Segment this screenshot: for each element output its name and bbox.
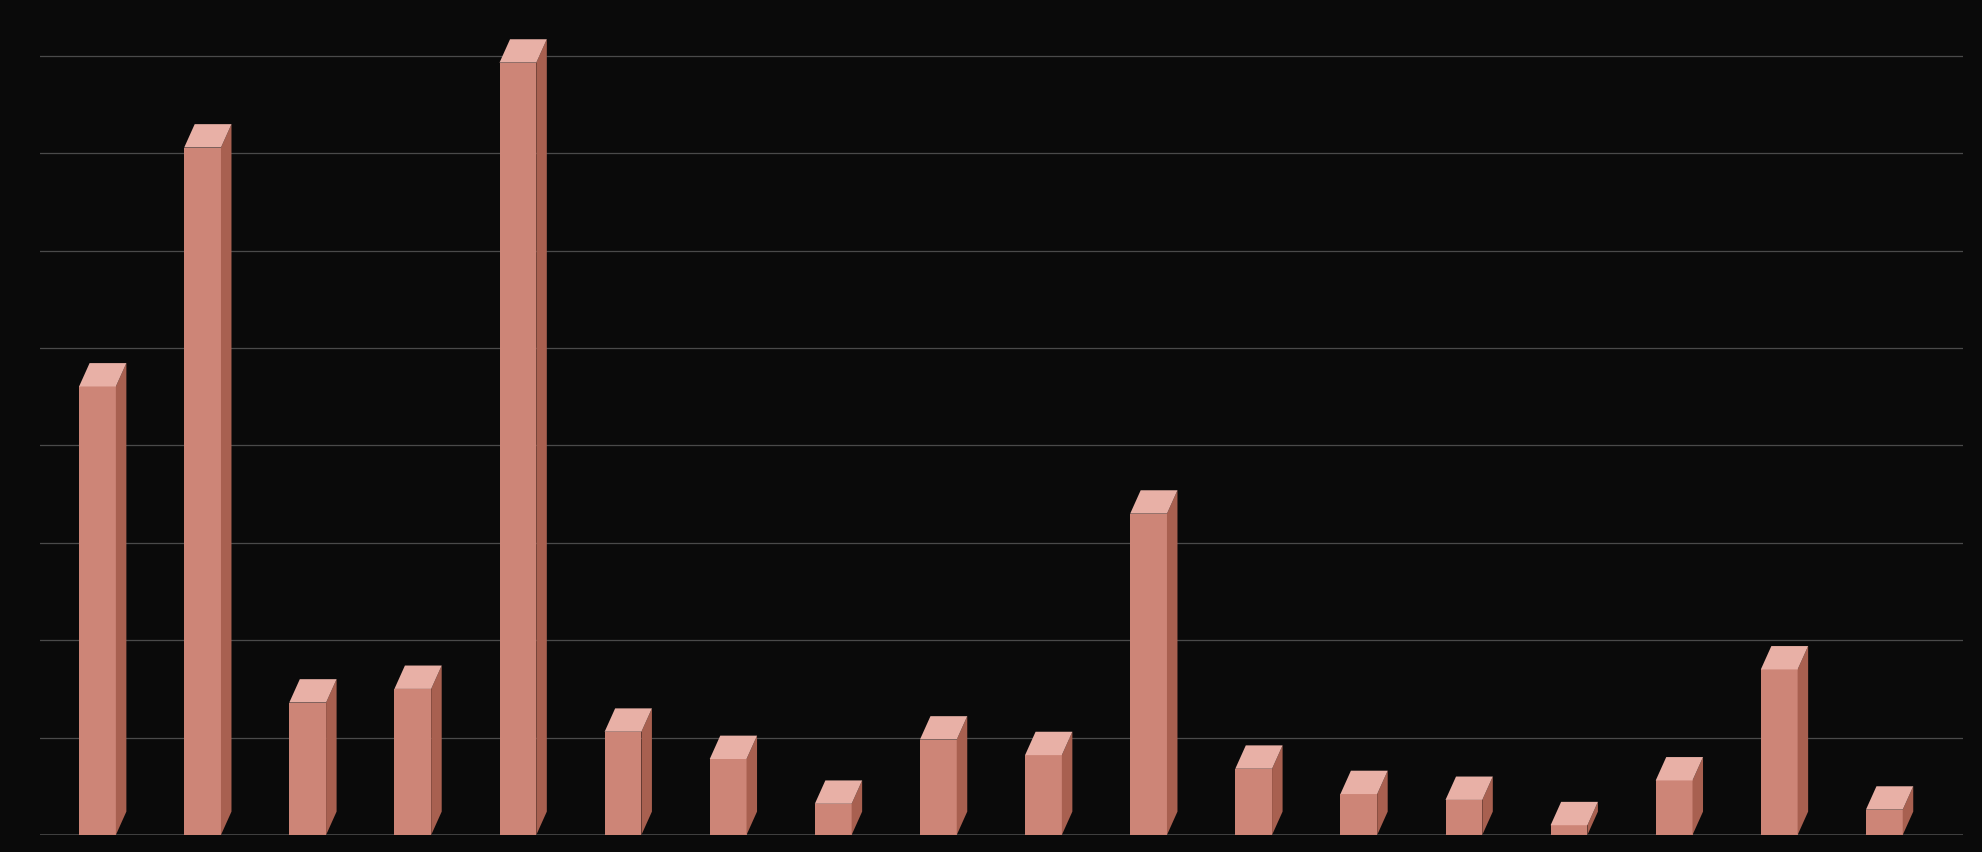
Bar [815, 803, 850, 835]
Bar [79, 387, 115, 835]
Bar [920, 740, 955, 835]
Polygon shape [955, 717, 967, 835]
Polygon shape [1550, 802, 1597, 826]
Polygon shape [1165, 490, 1177, 835]
Bar [394, 689, 430, 835]
Bar [499, 62, 535, 835]
Polygon shape [850, 780, 862, 835]
Polygon shape [640, 708, 652, 835]
Polygon shape [1340, 771, 1387, 794]
Polygon shape [184, 124, 232, 147]
Polygon shape [220, 124, 232, 835]
Polygon shape [1130, 490, 1177, 514]
Bar [289, 703, 325, 835]
Polygon shape [1693, 757, 1703, 835]
Bar [1235, 769, 1270, 835]
Polygon shape [430, 665, 442, 835]
Polygon shape [1270, 746, 1282, 835]
Polygon shape [289, 679, 337, 703]
Bar [1445, 800, 1481, 835]
Bar [1760, 670, 1798, 835]
Polygon shape [920, 717, 967, 740]
Bar [1655, 780, 1693, 835]
Bar [1130, 514, 1165, 835]
Polygon shape [1445, 776, 1492, 800]
Bar [1340, 794, 1376, 835]
Polygon shape [1025, 732, 1072, 755]
Bar [1550, 826, 1588, 835]
Bar [710, 759, 745, 835]
Polygon shape [745, 735, 757, 835]
Bar [605, 732, 640, 835]
Polygon shape [1655, 757, 1703, 780]
Polygon shape [1060, 732, 1072, 835]
Polygon shape [1235, 746, 1282, 769]
Polygon shape [535, 39, 547, 835]
Polygon shape [1903, 786, 1913, 835]
Bar [1025, 755, 1060, 835]
Polygon shape [710, 735, 757, 759]
Polygon shape [499, 39, 547, 62]
Polygon shape [394, 665, 442, 689]
Polygon shape [79, 363, 127, 387]
Polygon shape [1376, 771, 1387, 835]
Polygon shape [1798, 646, 1808, 835]
Polygon shape [815, 780, 862, 803]
Polygon shape [325, 679, 337, 835]
Bar [1865, 809, 1903, 835]
Polygon shape [115, 363, 127, 835]
Polygon shape [1760, 646, 1808, 670]
Polygon shape [1865, 786, 1913, 809]
Polygon shape [605, 708, 652, 732]
Polygon shape [1481, 776, 1492, 835]
Bar [184, 147, 220, 835]
Polygon shape [1588, 802, 1597, 835]
